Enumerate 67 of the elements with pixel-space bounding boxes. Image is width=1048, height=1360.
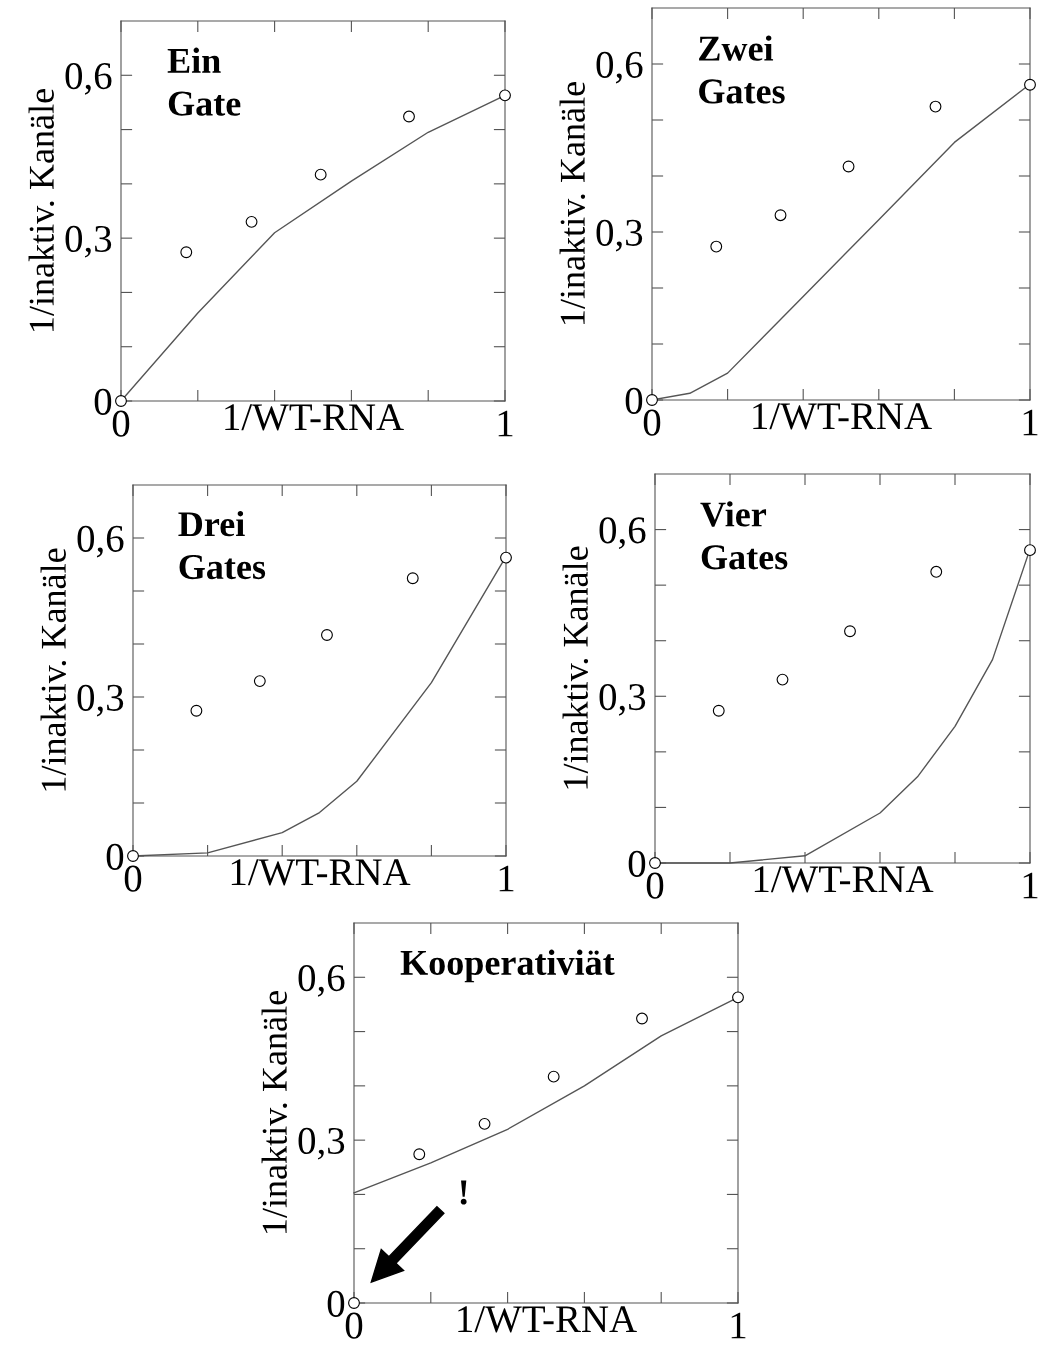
y-tick-label: 0: [94, 388, 112, 415]
text: Vier Gates: [700, 501, 788, 570]
point: [547, 1070, 560, 1083]
point: [115, 395, 127, 407]
y-tick-label: 0,6: [298, 964, 345, 997]
annotation: !: [460, 1180, 467, 1205]
point: [1024, 78, 1036, 91]
point: [1024, 544, 1036, 557]
point: [348, 1297, 360, 1309]
x-tick-label: 1: [731, 1312, 746, 1339]
point: [314, 168, 327, 181]
x-tick-label: 1: [499, 865, 514, 892]
point: [636, 1012, 648, 1025]
point: [253, 675, 266, 688]
x-tick-label: 0: [646, 872, 664, 899]
y-tick-label: 0,6: [65, 62, 112, 95]
point: [649, 857, 661, 869]
y-axis-title: 1/inaktiv. Kanäle: [559, 82, 586, 324]
text: Kooperativiät: [400, 949, 615, 983]
y-tick-label: 0,3: [596, 219, 643, 252]
point: [500, 551, 512, 564]
point: [190, 704, 203, 717]
x-axis-title: 1/WT-RNA: [458, 1306, 637, 1333]
y-tick-label: 0,6: [596, 51, 643, 84]
x-axis-title: 1/WT-RNA: [231, 859, 411, 886]
point: [180, 246, 193, 259]
point: [712, 704, 725, 717]
x-tick-label: 1: [1023, 872, 1038, 899]
x-tick-label: 1: [498, 410, 513, 437]
x-axis-title: 1/WT-RNA: [753, 403, 932, 430]
y-tick-label: 0,3: [65, 225, 112, 258]
y-tick-label: 0,6: [77, 525, 124, 558]
point: [844, 625, 856, 638]
point: [499, 89, 511, 102]
point: [245, 215, 258, 228]
x-tick-label: 1: [1023, 409, 1038, 436]
point: [929, 100, 942, 113]
point: [403, 110, 415, 123]
y-tick-label: 0: [625, 387, 643, 414]
y-tick-label: 0,6: [599, 517, 646, 550]
y-axis-title: 1/inaktiv. Kanäle: [562, 546, 589, 789]
x-axis-title: 1/WT-RNA: [754, 866, 934, 893]
text: Drei Gates: [178, 510, 266, 580]
x-axis-title: 1/WT-RNA: [225, 404, 404, 431]
point: [776, 673, 789, 686]
y-tick-label: 0: [106, 843, 124, 870]
point: [478, 1117, 491, 1130]
text: Ein Gate: [167, 47, 241, 116]
point: [930, 565, 943, 578]
text: Zwei Gates: [699, 35, 785, 104]
point: [413, 1148, 426, 1161]
y-tick-label: 0: [327, 1290, 345, 1317]
point: [127, 850, 139, 862]
point: [774, 209, 787, 222]
point: [732, 991, 744, 1004]
point: [842, 160, 855, 173]
y-axis-title: 1/inaktiv. Kanäle: [28, 89, 55, 331]
point: [321, 629, 333, 641]
y-tick-label: 0,3: [298, 1127, 345, 1160]
point: [710, 240, 723, 253]
point: [406, 572, 419, 585]
y-axis-title: 1/inaktiv. Kanäle: [40, 548, 67, 791]
y-axis-title: 1/inaktiv. Kanäle: [261, 991, 288, 1233]
y-tick-label: 0,3: [77, 684, 124, 717]
y-tick-label: 0,3: [599, 683, 646, 716]
x-tick-label: 0: [124, 865, 142, 892]
point: [646, 394, 658, 406]
